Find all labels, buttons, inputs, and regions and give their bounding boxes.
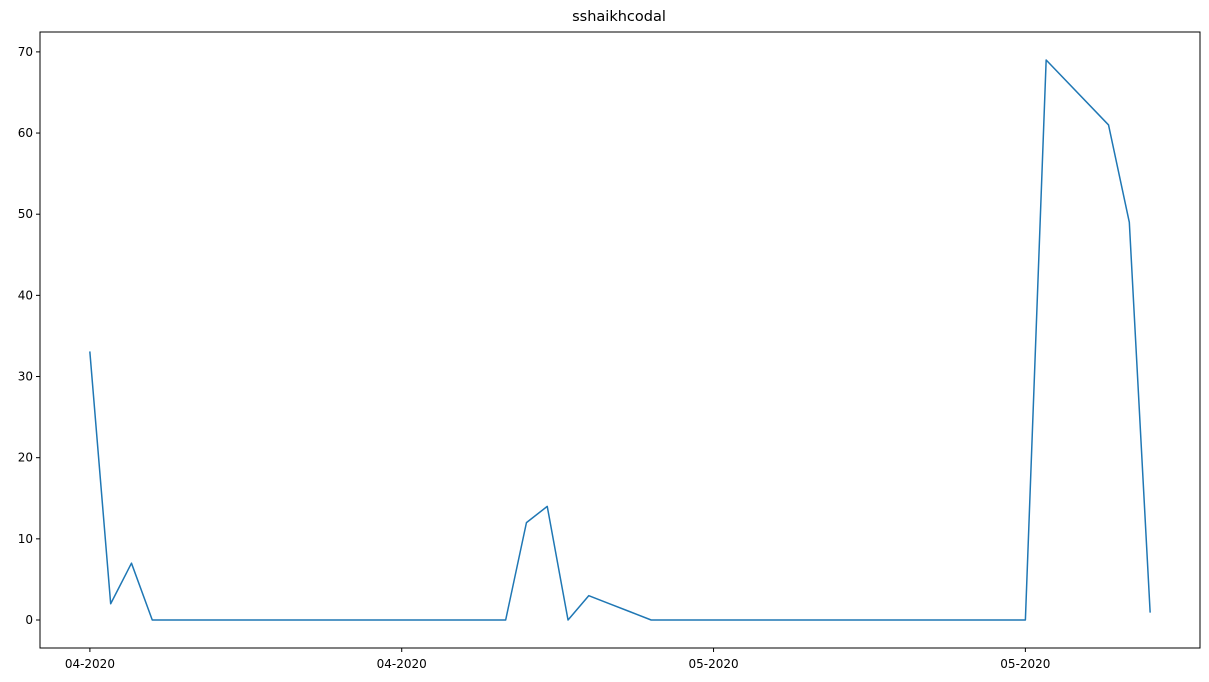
x-tick-label: 05-2020 bbox=[1000, 657, 1050, 671]
y-tick-label: 50 bbox=[18, 207, 33, 221]
y-tick-label: 30 bbox=[18, 370, 33, 384]
plot-area bbox=[89, 59, 1151, 621]
y-tick-label: 0 bbox=[25, 613, 33, 627]
y-axis: 0 10 20 30 40 50 60 70 bbox=[18, 45, 40, 627]
y-tick-label: 40 bbox=[18, 288, 33, 302]
y-tick-label: 70 bbox=[18, 45, 33, 59]
x-tick-label: 05-2020 bbox=[688, 657, 738, 671]
y-tick-label: 10 bbox=[18, 532, 33, 546]
x-tick-label: 04-2020 bbox=[65, 657, 115, 671]
x-axis: 04-2020 04-2020 05-2020 05-2020 bbox=[65, 648, 1050, 671]
plot-frame bbox=[39, 31, 1201, 649]
series-line bbox=[89, 59, 1151, 621]
x-tick-label: 04-2020 bbox=[377, 657, 427, 671]
y-tick-label: 20 bbox=[18, 451, 33, 465]
chart-title: sshaikhcodal bbox=[572, 9, 666, 25]
y-tick-label: 60 bbox=[18, 126, 33, 140]
